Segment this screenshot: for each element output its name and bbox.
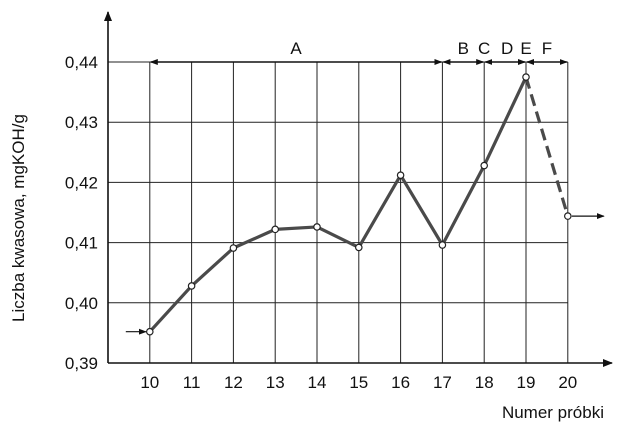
x-tick-label: 17 xyxy=(433,373,452,392)
x-axis-label: Numer próbki xyxy=(502,403,604,422)
data-point xyxy=(354,243,363,252)
dashed-series-line xyxy=(524,76,570,217)
data-point xyxy=(229,244,238,252)
x-tick-label: 18 xyxy=(475,373,494,392)
x-tick-label: 19 xyxy=(517,373,536,392)
tick-labels: 10 11 12 13 14 15 16 17 18 19 20 0,39 0,40 0,41 0,42 0,… xyxy=(65,53,577,392)
x-tick-label: 10 xyxy=(140,373,159,392)
data-point xyxy=(187,282,196,290)
markers xyxy=(125,73,605,336)
grid xyxy=(108,61,569,364)
region-label-d: D xyxy=(501,39,513,58)
data-point xyxy=(271,225,280,234)
axes xyxy=(104,11,613,367)
y-tick-label: 0,40 xyxy=(65,294,98,313)
series-line xyxy=(148,76,528,333)
x-tick-label: 11 xyxy=(183,373,201,392)
x-tick-label: 12 xyxy=(224,373,243,392)
data-point xyxy=(563,212,572,220)
region-label-a: A xyxy=(290,39,302,58)
series xyxy=(148,76,570,333)
x-tick-label: 15 xyxy=(349,373,368,392)
region-label-c: C xyxy=(478,39,490,58)
x-tick-label: 14 xyxy=(308,373,327,392)
y-tick-label: 0,41 xyxy=(65,234,98,253)
region-label-b: B xyxy=(458,39,469,58)
data-point xyxy=(396,171,405,179)
region-label-e: E xyxy=(520,39,531,58)
data-point xyxy=(146,327,154,336)
y-tick-label: 0,44 xyxy=(65,53,98,72)
data-point xyxy=(438,241,447,249)
x-tick-label: 16 xyxy=(391,373,410,392)
y-tick-label: 0,43 xyxy=(65,113,98,132)
y-axis-label: Liczba kwasowa, mgKOH/g xyxy=(9,114,28,322)
x-tick-label: 20 xyxy=(558,373,577,392)
data-point xyxy=(480,161,489,170)
y-tick-label: 0,42 xyxy=(65,173,98,192)
region-label-f: F xyxy=(542,39,552,58)
x-tick-label: 13 xyxy=(266,373,285,392)
y-tick-label: 0,39 xyxy=(65,354,98,373)
data-point xyxy=(313,223,321,231)
data-point xyxy=(522,73,530,81)
